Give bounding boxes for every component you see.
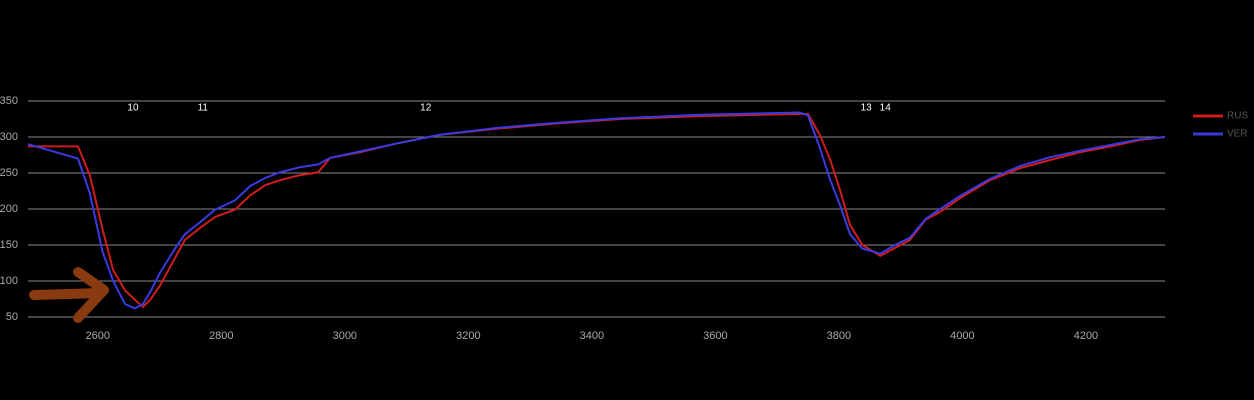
turn-label: 13 bbox=[861, 103, 873, 114]
y-tick-label: 200 bbox=[0, 203, 18, 215]
x-tick-label: 3800 bbox=[827, 330, 851, 342]
legend-label: RUS bbox=[1227, 111, 1248, 122]
turn-label: 10 bbox=[127, 103, 139, 114]
x-tick-label: 2800 bbox=[209, 330, 233, 342]
x-tick-label: 3200 bbox=[456, 330, 480, 342]
plot: 50 100 150 200 250 300 350 2600 2800 3000 3200 3400… bbox=[0, 95, 1248, 342]
series-line bbox=[27, 111, 1166, 310]
y-tick-label: 50 bbox=[6, 311, 18, 323]
legend-label: VER bbox=[1227, 129, 1248, 140]
x-tick-label: 3000 bbox=[333, 330, 357, 342]
y-tick-label: 350 bbox=[0, 95, 18, 107]
x-tick-label: 4000 bbox=[950, 330, 974, 342]
hand-drawn-arrow bbox=[29, 267, 109, 323]
y-tick-label: 100 bbox=[0, 275, 18, 287]
y-tick-label: 150 bbox=[0, 239, 18, 251]
x-tick-label: 3600 bbox=[703, 330, 727, 342]
turn-label: 14 bbox=[880, 103, 892, 114]
y-tick-label: 300 bbox=[0, 131, 18, 143]
turn-label: 11 bbox=[198, 103, 209, 114]
y-tick-label: 250 bbox=[0, 167, 18, 179]
x-tick-label: 4200 bbox=[1074, 330, 1098, 342]
x-tick-label: 2600 bbox=[86, 330, 110, 342]
turn-label: 12 bbox=[420, 103, 432, 114]
series-line bbox=[28, 113, 1166, 309]
x-tick-label: 3400 bbox=[580, 330, 604, 342]
